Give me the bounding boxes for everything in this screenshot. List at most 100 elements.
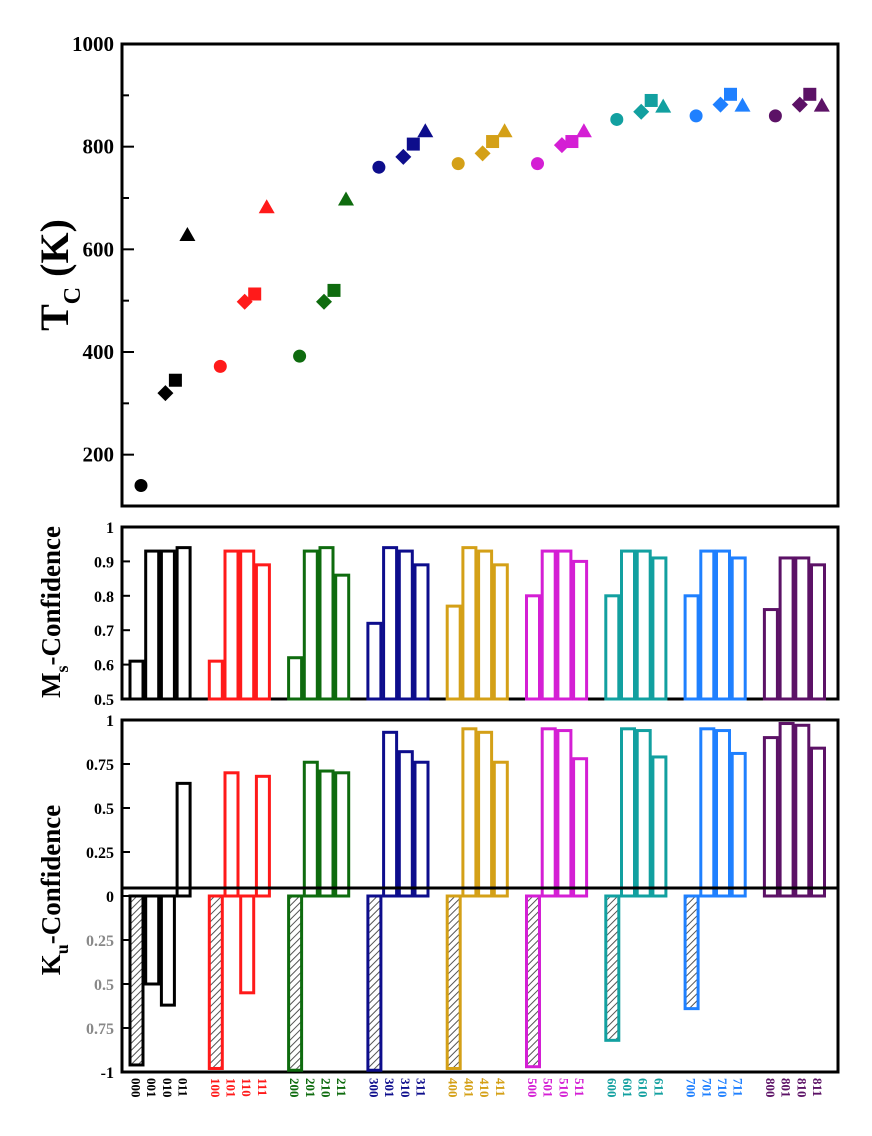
ku-y-tick-label: -1 [101,1065,114,1082]
x-tick-label: 600 [604,1078,619,1098]
ku-bar-210 [318,769,335,898]
ms-bar-800 [762,608,779,701]
ku-y-axis: -1 0.75 0.5 0.25 0 0.25 0.5 0.75 1 [86,713,130,1082]
x-tick-label: 701 [699,1078,714,1098]
x-tick-label: 500 [525,1078,540,1098]
ms-bar-801 [778,556,795,701]
ku-y-label-main: K [36,954,66,975]
x-tick-label: 110 [239,1078,254,1097]
ku-bar-610 [635,729,652,898]
ku-bar-301 [382,730,399,898]
tc-point-301 [395,148,412,165]
ms-y-tick-label: 0.7 [94,623,114,640]
ku-bar-310 [397,750,414,898]
tc-point-810 [803,87,817,101]
tc-point-511 [575,123,592,138]
ku-y-tick-label: 0.25 [86,845,114,862]
ku-bar-410 [477,730,494,898]
ms-bar-510 [556,549,573,701]
ms-bar-111 [254,563,271,701]
x-tick-label: 811 [810,1078,825,1097]
tc-point-710 [724,87,737,101]
ku-bar-211 [334,771,351,898]
ms-panel: 0.5 0.6 0.7 0.8 0.9 1 Ms-Confidence [36,520,840,709]
ms-bar-711 [730,556,747,701]
x-tick-label: 601 [620,1078,635,1098]
x-tick-labels: 000 001 010 011 100 101 110 111 200 201 210 211 300 3… [129,1078,826,1098]
ku-bar-700 [683,894,700,1011]
ms-bar-611 [651,556,668,701]
ku-bar-200 [287,894,304,1072]
x-tick-label: 411 [493,1078,508,1097]
tc-panel: 200 400 600 800 1000 TC (K) [32,32,840,508]
ms-y-tick-label: 1 [106,520,114,537]
tc-point-601 [633,103,650,120]
ms-bar-101 [223,549,240,701]
tc-point-700 [689,109,703,123]
x-tick-label: 810 [794,1078,809,1098]
x-tick-label: 700 [684,1078,699,1098]
ku-bar-111 [254,774,271,898]
ms-y-axis: 0.5 0.6 0.7 0.8 0.9 1 [94,520,130,709]
ku-bar-101 [223,771,240,898]
tc-point-000 [134,478,148,492]
ms-bar-400 [445,604,462,701]
ku-bar-000 [128,894,145,1067]
x-tick-label: 800 [763,1078,778,1098]
tc-plot-frame [120,42,840,508]
ku-bar-401 [461,727,478,898]
ms-y-tick-label: 0.6 [94,658,114,675]
ms-bar-401 [461,546,478,701]
tc-point-201 [316,293,332,310]
ms-bar-500 [525,594,541,701]
tc-y-label-main: T [32,304,77,331]
x-tick-label: 011 [176,1078,191,1097]
ku-bar-110 [239,894,256,995]
ms-y-tick-label: 0.9 [94,554,114,571]
ku-bar-801 [778,722,795,898]
x-tick-label: 111 [255,1078,270,1096]
ms-bar-201 [302,549,319,701]
ms-y-label-main: M [36,673,66,698]
x-tick-label: 310 [398,1078,413,1098]
tc-point-100 [213,359,227,373]
ms-bar-811 [810,563,826,701]
tc-point-200 [293,349,307,363]
tc-point-510 [565,135,579,149]
ms-bar-700 [683,594,700,701]
ms-y-label: Ms-Confidence [36,526,72,698]
tc-point-400 [451,157,465,171]
ms-bar-200 [287,656,304,701]
x-tick-label: 201 [303,1078,318,1098]
ms-bar-701 [699,549,716,701]
ku-bar-500 [525,894,541,1069]
ms-series [128,546,826,701]
x-tick-label: 511 [572,1078,587,1097]
ms-bar-600 [604,594,621,701]
tc-point-110 [248,287,262,301]
ms-bar-001 [144,549,161,701]
ms-y-tick-label: 0.5 [94,692,114,709]
ku-bar-011 [175,781,192,898]
tc-point-210 [327,283,341,297]
x-tick-label: 710 [715,1078,730,1098]
tc-point-300 [372,160,386,174]
x-tick-label: 611 [651,1078,666,1097]
tc-point-600 [610,112,624,126]
ms-y-tick-label: 0.8 [94,589,114,606]
tc-point-310 [406,137,420,151]
ms-bar-410 [477,549,494,701]
ku-bar-010 [159,894,176,1007]
x-tick-label: 000 [129,1078,144,1098]
ku-y-label: Ku-Confidence [36,805,72,976]
ku-bar-001 [144,894,161,986]
ms-bar-710 [715,549,731,701]
x-tick-label: 610 [636,1078,651,1098]
x-tick-label: 711 [731,1078,746,1097]
x-tick-label: 211 [334,1078,349,1097]
tc-y-tick-label: 200 [83,443,115,467]
ms-bar-810 [794,556,811,701]
x-tick-label: 001 [144,1078,159,1098]
ms-bar-100 [207,659,224,701]
ms-bar-300 [366,621,383,701]
